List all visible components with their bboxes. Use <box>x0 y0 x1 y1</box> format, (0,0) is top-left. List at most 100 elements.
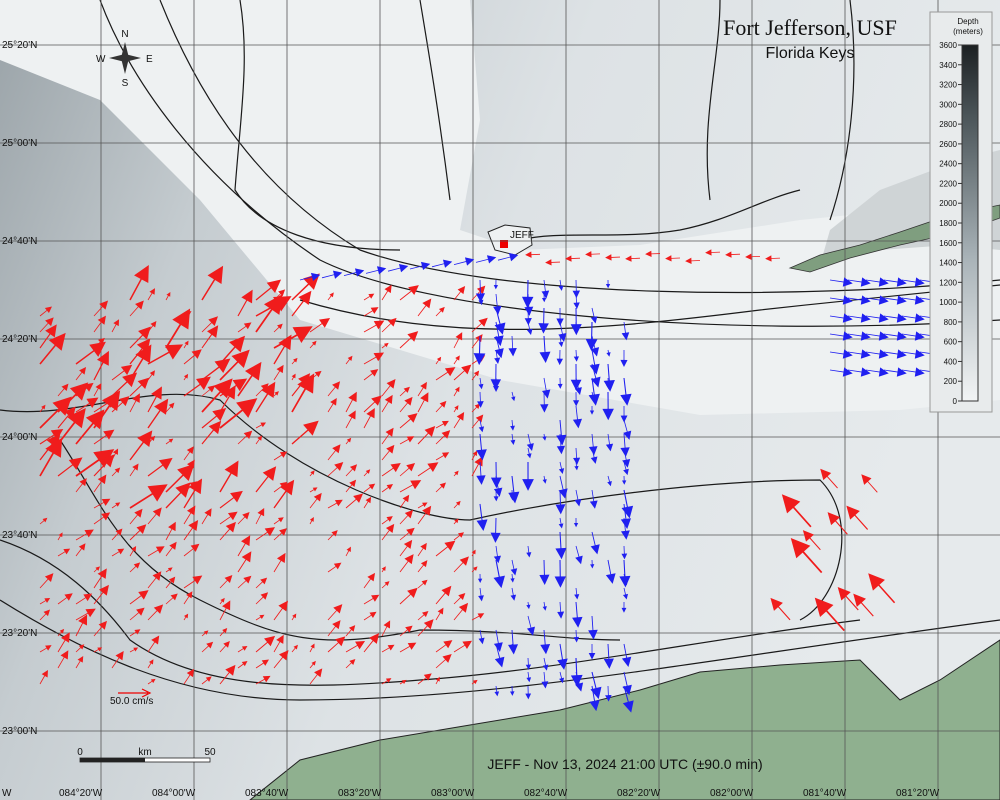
vector-arrow <box>745 253 761 260</box>
vector-arrow <box>453 412 465 429</box>
vector-arrow <box>558 475 568 499</box>
vector-arrow <box>363 496 372 509</box>
vector-arrow <box>111 548 125 557</box>
vector-arrow <box>381 462 401 477</box>
vector-arrow <box>345 355 353 365</box>
vector-arrow <box>540 629 551 655</box>
vector-arrow <box>471 370 480 381</box>
vector-arrow <box>399 285 419 301</box>
vector-arrow <box>129 484 168 509</box>
vector-arrow <box>556 307 564 326</box>
vector-arrow <box>363 369 379 381</box>
vector-arrow <box>129 590 149 605</box>
legend-tick-label: 600 <box>944 338 958 347</box>
vector-arrow <box>111 448 119 461</box>
vector-arrow <box>471 456 483 477</box>
legend-tick-label: 1600 <box>939 239 957 248</box>
vector-arrow <box>494 349 501 364</box>
vector-arrow <box>309 492 322 509</box>
scale-bar: 0 km 50 <box>77 747 216 763</box>
lon-label: 081°20'W <box>896 788 940 799</box>
vector-arrow <box>725 251 741 258</box>
vector-arrow <box>273 650 289 669</box>
vector-arrow <box>291 373 296 381</box>
vector-arrow <box>237 535 251 557</box>
vector-arrow <box>111 319 120 333</box>
vector-arrow <box>435 540 456 557</box>
vector-arrow <box>201 676 212 685</box>
vector-arrow <box>541 293 547 303</box>
vector-arrow <box>183 613 189 621</box>
vector-arrow <box>273 517 284 525</box>
vector-arrow <box>111 502 121 509</box>
vector-arrow <box>607 475 612 487</box>
vector-arrow <box>509 489 515 501</box>
vector-arrow <box>273 600 289 621</box>
vector-arrow <box>183 459 195 477</box>
vector-arrow <box>590 447 598 464</box>
legend-tick-label: 1400 <box>939 259 957 268</box>
vector-arrow <box>345 546 351 557</box>
vector-arrow <box>219 398 258 429</box>
vector-arrow <box>201 420 222 445</box>
vector-arrow <box>490 517 501 543</box>
vector-arrow <box>93 429 115 445</box>
vector-arrow <box>345 479 357 493</box>
vector-arrow <box>129 562 141 573</box>
vector-arrow <box>39 324 57 349</box>
vector-arrow <box>558 321 567 342</box>
vector-arrow <box>558 335 564 348</box>
vector-arrow <box>201 325 219 349</box>
vector-arrow <box>165 291 171 301</box>
vector-arrow <box>201 385 216 397</box>
vector-arrow <box>435 640 453 653</box>
vector-arrow <box>435 400 447 413</box>
vector-arrow <box>93 315 106 333</box>
vector-arrow <box>572 405 583 429</box>
vector-arrow <box>453 470 459 477</box>
vector-arrow <box>381 427 394 445</box>
vector-arrow <box>237 361 262 397</box>
vector-arrow <box>621 517 630 540</box>
vector-arrow <box>75 543 86 557</box>
vector-arrow <box>201 316 218 333</box>
vector-arrow <box>399 587 418 605</box>
vector-arrow <box>847 277 871 287</box>
vector-arrow <box>478 419 485 433</box>
vector-arrow <box>883 277 907 287</box>
vector-arrow <box>309 668 323 685</box>
vector-arrow <box>901 313 925 323</box>
vector-arrow <box>901 367 925 377</box>
vector-arrow <box>475 279 486 303</box>
vector-arrow <box>435 585 452 605</box>
lon-label: 083°40'W <box>245 788 289 799</box>
vector-arrow <box>273 391 279 397</box>
vector-arrow <box>219 335 246 365</box>
vector-arrow <box>399 436 415 445</box>
vector-arrow <box>75 382 94 397</box>
vector-arrow <box>453 286 466 301</box>
legend-tick-label: 3000 <box>939 100 957 109</box>
vector-arrow <box>219 627 228 637</box>
vector-arrow <box>111 651 124 669</box>
vector-arrow <box>865 367 889 377</box>
vector-arrow <box>435 676 440 685</box>
vector-arrow <box>75 478 87 493</box>
vector-arrow <box>453 602 469 621</box>
vector-arrow <box>589 685 600 712</box>
vector-arrow <box>255 507 265 525</box>
vector-arrow <box>603 643 614 669</box>
vector-arrow <box>471 414 484 429</box>
vector-arrow <box>524 307 532 326</box>
vector-arrow <box>573 391 580 407</box>
vector-arrow <box>147 398 169 429</box>
vector-arrow <box>623 461 629 476</box>
vector-arrow <box>381 284 392 301</box>
vector-arrow <box>589 405 595 415</box>
vector-arrow <box>75 644 85 653</box>
vector-arrow <box>476 503 488 532</box>
vector-arrow <box>183 591 193 605</box>
legend-units: (meters) <box>953 27 983 36</box>
vector-arrow <box>493 489 499 502</box>
